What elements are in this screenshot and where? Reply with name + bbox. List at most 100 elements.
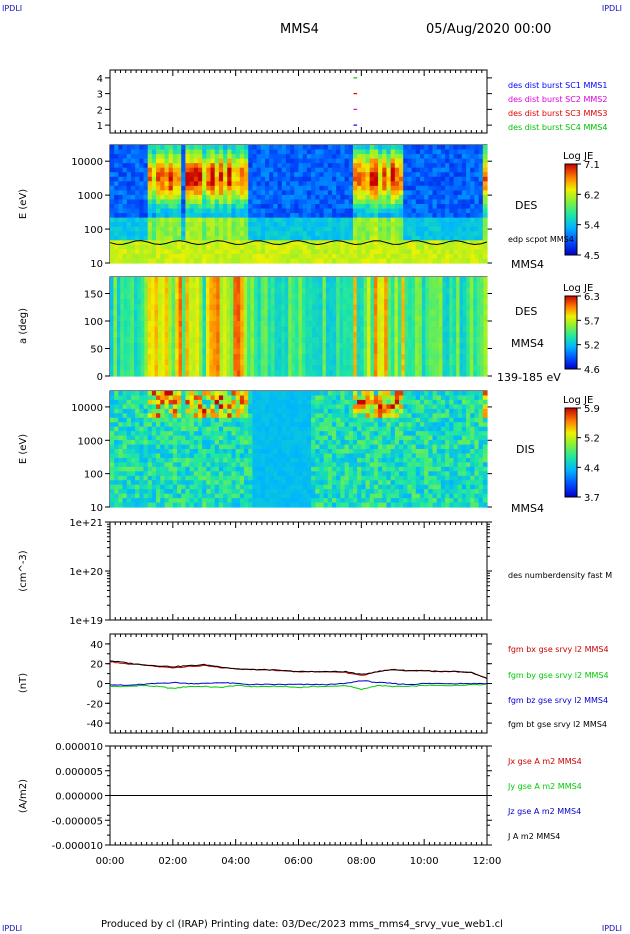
spectrogram-cell xyxy=(482,249,488,255)
spectrogram-cell xyxy=(172,145,178,151)
spectrogram-cell xyxy=(308,348,313,355)
spectrogram-cell xyxy=(301,359,306,366)
spectrogram-cell xyxy=(177,190,182,196)
spectrogram-cell xyxy=(202,213,207,219)
spectrogram-cell xyxy=(449,249,455,255)
spectrogram-cell xyxy=(177,217,182,223)
spectrogram-cell xyxy=(168,181,174,187)
spectrogram-cell xyxy=(432,204,438,210)
spectrogram-cell xyxy=(113,282,118,289)
spectrogram-cell xyxy=(461,149,467,155)
spectrogram-cell xyxy=(394,172,400,178)
spectrogram-cell xyxy=(357,208,362,214)
spectrogram-cell xyxy=(327,222,333,228)
spectrogram-cell xyxy=(353,293,358,300)
spectrogram-cell xyxy=(216,304,221,311)
spectrogram-cell xyxy=(188,337,193,344)
spectrogram-cell xyxy=(311,167,316,173)
spectrogram-cell xyxy=(137,337,142,344)
spectrogram-cell xyxy=(193,253,199,260)
corner-mark-bottom-left: IPDLI xyxy=(2,924,23,933)
spectrogram-cell xyxy=(363,277,368,284)
spectrogram-cell xyxy=(227,145,233,151)
spectrogram-cell xyxy=(294,240,300,246)
spectrogram-cell xyxy=(288,337,293,344)
spectrogram-cell xyxy=(290,154,295,160)
spectrogram-cell xyxy=(419,158,425,164)
spectrogram-cell xyxy=(436,235,442,241)
spectrogram-cell xyxy=(415,145,421,151)
spectrogram-cell xyxy=(440,145,446,151)
spectrogram-cell xyxy=(235,226,241,232)
spectrogram-cell xyxy=(373,315,378,322)
spectrogram-cell xyxy=(110,326,115,333)
spectrogram-cell xyxy=(157,337,163,344)
spectrogram-cell xyxy=(378,249,383,255)
spectrogram-cell xyxy=(329,359,334,366)
spectrogram-cell xyxy=(235,176,241,182)
spectrogram-cell xyxy=(285,204,291,210)
spectrogram-cell xyxy=(344,217,350,223)
spectrogram-cell xyxy=(210,231,216,237)
spectrogram-cell xyxy=(223,217,228,223)
spectrogram-cell xyxy=(339,288,344,295)
spectrogram-cell xyxy=(394,154,400,160)
spectrogram-cell xyxy=(281,172,287,178)
spectrogram-cell xyxy=(445,231,450,237)
spectrogram-cell xyxy=(332,181,337,187)
spectrogram-cell xyxy=(116,288,121,295)
spectrogram-cell xyxy=(457,185,463,191)
spectrogram-cell xyxy=(367,288,372,295)
spectrogram-cell xyxy=(239,217,245,223)
spectrogram-cell xyxy=(206,231,212,237)
spectrogram-cell xyxy=(110,310,115,317)
spectrogram-cell xyxy=(336,226,341,232)
spectrogram-cell xyxy=(118,217,124,223)
spectrogram-cell xyxy=(373,326,378,333)
spectrogram-cell xyxy=(482,222,488,228)
spectrogram-cell xyxy=(445,244,450,250)
spectrogram-cell xyxy=(482,199,488,205)
spectrogram-cell xyxy=(369,199,375,205)
spectrogram-cell xyxy=(219,359,224,366)
spectrogram-cell xyxy=(394,145,400,151)
spectrogram-cell xyxy=(175,337,180,344)
spectrogram-cell xyxy=(325,370,330,377)
spectrogram-cell xyxy=(329,277,334,284)
spectrogram-cell xyxy=(147,370,152,377)
spectrogram-cell xyxy=(192,293,197,300)
spectrogram-cell xyxy=(281,167,287,173)
spectrogram-cell xyxy=(110,332,115,339)
spectrogram-cell xyxy=(188,359,193,366)
spectrogram-cell xyxy=(302,149,308,155)
spectrogram-cell xyxy=(288,370,293,377)
spectrogram-cell xyxy=(151,163,157,169)
spectrogram-cell xyxy=(227,199,233,205)
spectrogram-cell xyxy=(478,226,484,232)
spectrogram-cell xyxy=(319,217,325,223)
spectrogram-cell xyxy=(250,315,255,322)
spectrogram-cell xyxy=(360,277,365,284)
spectrogram-cell xyxy=(235,235,241,241)
spectrogram-cell xyxy=(110,304,115,311)
spectrogram-cell xyxy=(257,370,262,377)
spectrogram-cell xyxy=(294,249,300,255)
spectrogram-cell xyxy=(436,158,442,164)
spectrogram-cell xyxy=(219,310,224,317)
spectrogram-cell xyxy=(411,244,417,250)
spectrogram-cell xyxy=(390,158,396,164)
spectrogram-cell xyxy=(373,194,379,201)
spectrogram-cell xyxy=(339,343,344,350)
spectrogram-cell xyxy=(346,310,351,317)
spectrogram-cell xyxy=(440,258,446,264)
spectrogram-cell xyxy=(445,185,450,191)
spectrogram-cell xyxy=(377,343,382,350)
spectrogram-cell xyxy=(302,258,308,264)
spectrogram-cell xyxy=(281,337,286,344)
spectrogram-cell xyxy=(168,217,174,223)
spectrogram-cell xyxy=(192,277,197,284)
spectrogram-cell xyxy=(256,181,262,187)
spectrogram-cell xyxy=(271,299,276,306)
spectrogram-cell xyxy=(285,145,291,151)
spectrogram-cell xyxy=(356,370,361,377)
